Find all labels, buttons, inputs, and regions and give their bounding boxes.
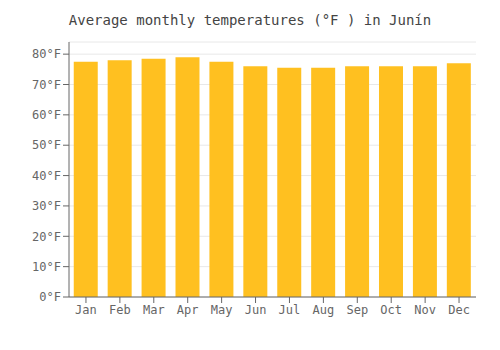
svg-text:10°F: 10°F [32, 260, 61, 274]
svg-text:Nov: Nov [414, 303, 436, 317]
svg-text:50°F: 50°F [32, 138, 61, 152]
svg-text:40°F: 40°F [32, 169, 61, 183]
svg-text:Jul: Jul [279, 303, 301, 317]
svg-text:60°F: 60°F [32, 108, 61, 122]
svg-text:Feb: Feb [109, 303, 131, 317]
svg-text:May: May [211, 303, 233, 317]
svg-text:Aug: Aug [313, 303, 335, 317]
svg-text:Apr: Apr [177, 303, 199, 317]
svg-text:30°F: 30°F [32, 199, 61, 213]
html-text:Average monthly temperatures (: Average monthly temperatures (°F ) in Ju… [68, 12, 432, 28]
svg-text:20°F: 20°F [32, 230, 61, 244]
svg-text:80°F: 80°F [32, 47, 61, 61]
svg-text:70°F: 70°F [32, 78, 61, 92]
svg-text:Mar: Mar [143, 303, 165, 317]
svg-text:0°F: 0°F [39, 290, 61, 304]
svg-text:Jan: Jan [75, 303, 97, 317]
svg-text:Jun: Jun [245, 303, 267, 317]
svg-text:Dec: Dec [448, 303, 470, 317]
svg-text:Sep: Sep [346, 303, 368, 317]
svg-text:Oct: Oct [380, 303, 402, 317]
